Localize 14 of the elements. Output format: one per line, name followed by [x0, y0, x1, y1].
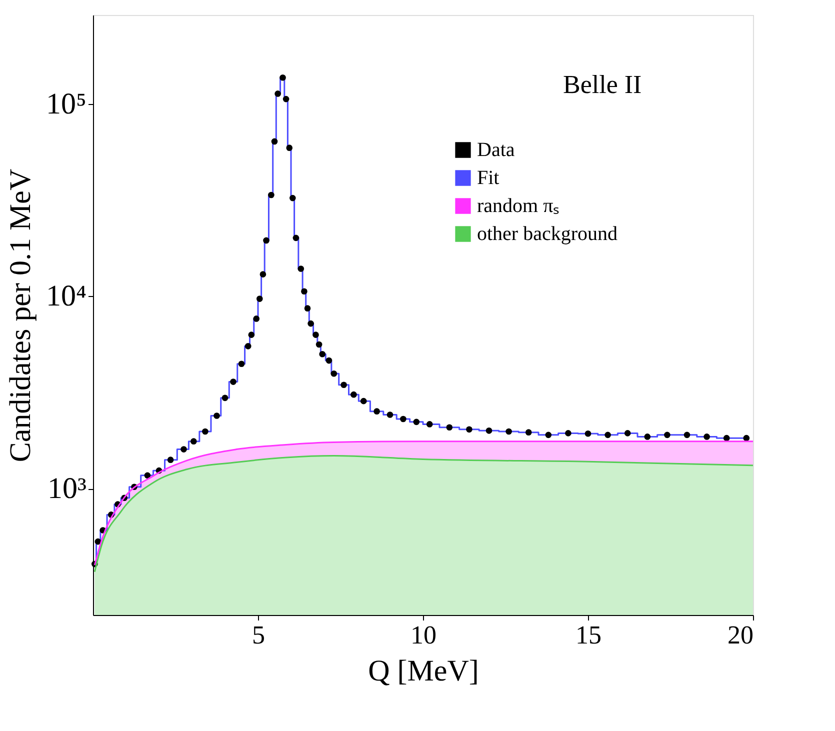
- y-tick-label: 10³: [48, 472, 86, 506]
- x-axis-title: Q [MeV]: [368, 654, 479, 688]
- x-tick-label: 15: [576, 620, 602, 650]
- legend-label: Data: [477, 139, 515, 161]
- legend-label: other background: [477, 223, 618, 245]
- x-tick-label: 5: [252, 620, 265, 650]
- x-tick-label: 20: [728, 620, 754, 650]
- x-tick-label: 10: [410, 620, 436, 650]
- y-tick-label: 10⁵: [46, 87, 86, 120]
- annotation: Belle II: [563, 70, 642, 99]
- y-axis-title: Candidates per 0.1 MeV: [4, 168, 38, 462]
- legend-label: Fit: [477, 167, 500, 189]
- legend-label: random πₛ: [477, 195, 560, 217]
- y-tick-label: 10⁴: [46, 280, 86, 313]
